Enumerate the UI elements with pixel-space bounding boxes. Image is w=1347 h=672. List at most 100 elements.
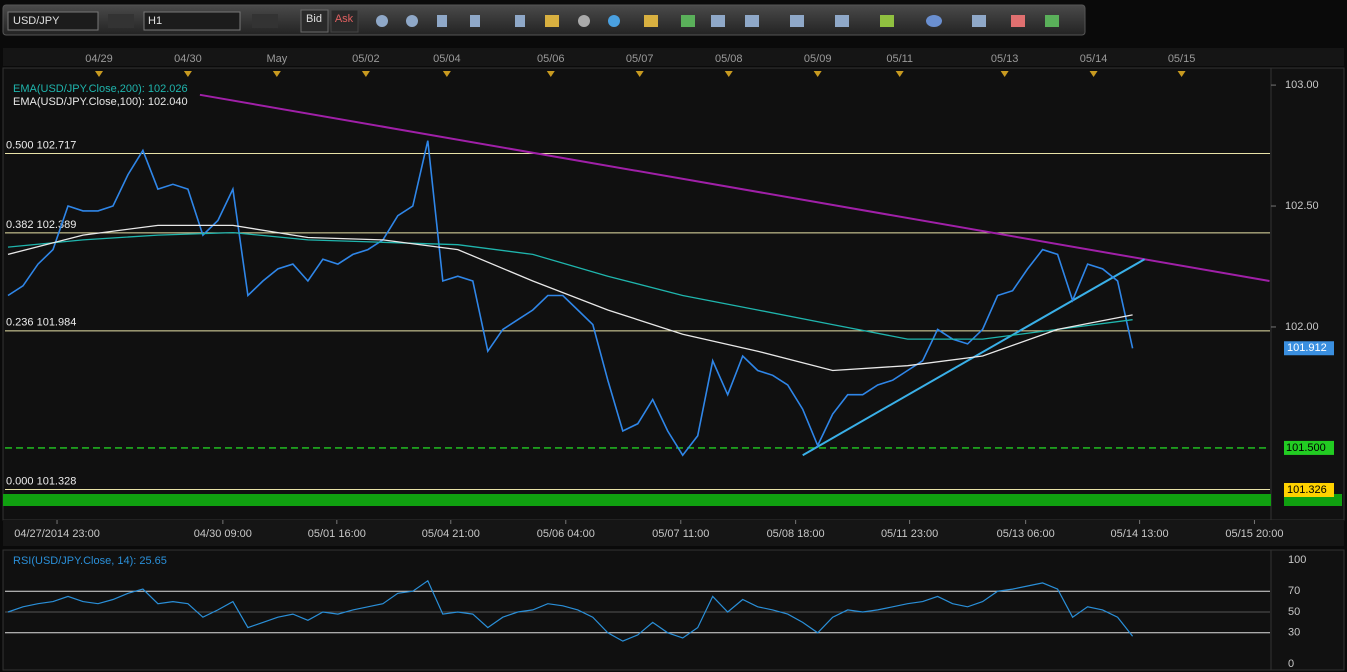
timeframe: H1 — [148, 15, 162, 27]
x-tick-label: 05/08 18:00 — [767, 528, 825, 540]
x-tick-label: 05/15 20:00 — [1225, 528, 1283, 540]
y-tick-label: 102.00 — [1285, 321, 1319, 333]
main-plot — [2, 67, 1272, 521]
date-marker — [635, 71, 644, 77]
top-date-label: 05/07 — [626, 53, 654, 65]
tool-icon[interactable] — [376, 15, 388, 27]
date-marker — [361, 71, 370, 77]
top-date-label: 04/29 — [85, 53, 113, 65]
price-tag — [1284, 341, 1334, 356]
top-date-label: 05/04 — [433, 53, 461, 65]
toolbar: USD/JPY H1 Bid Ask — [2, 4, 1086, 36]
tool-icon[interactable] — [1045, 15, 1059, 27]
x-tick-label: 05/04 21:00 — [422, 528, 480, 540]
tool-icon[interactable] — [515, 15, 525, 27]
x-tick-label: 05/11 23:00 — [881, 528, 938, 540]
time-axis — [3, 520, 1344, 546]
tool-icon[interactable] — [608, 15, 620, 27]
tool-icon[interactable] — [681, 15, 695, 27]
price-tag — [1284, 483, 1334, 498]
tool-icon[interactable] — [972, 15, 986, 27]
tool-icon[interactable] — [644, 15, 658, 27]
date-marker — [813, 71, 822, 77]
top-date-axis — [3, 48, 1344, 66]
top-date-label: 05/08 — [715, 53, 743, 65]
rsi-tick-label: 0 — [1288, 658, 1294, 670]
top-date-label: 05/06 — [537, 53, 565, 65]
date-marker — [1089, 71, 1098, 77]
date-marker — [272, 71, 281, 77]
price-tag-label: 101.326 — [1287, 484, 1327, 496]
date-marker — [183, 71, 192, 77]
top-date-label: 05/15 — [1168, 53, 1196, 65]
legend-entry: EMA(USD/JPY.Close,200): 102.026 — [13, 83, 188, 95]
ema-line — [7, 231, 1133, 340]
date-marker — [1000, 71, 1009, 77]
bid-button[interactable] — [300, 9, 329, 33]
date-marker — [546, 71, 555, 77]
tool-icon[interactable] — [880, 15, 894, 27]
x-tick-label: 05/14 13:00 — [1111, 528, 1169, 540]
tool-icon[interactable] — [406, 15, 418, 27]
support-tag — [1284, 440, 1334, 455]
trendline — [199, 93, 1270, 282]
tool-icon[interactable] — [926, 15, 942, 27]
fib-label: 0.000 101.328 — [6, 475, 76, 487]
y-tick-label: 103.00 — [1285, 79, 1319, 91]
fib-label: 0.382 102.389 — [6, 219, 76, 231]
x-tick-label: 04/27/2014 23:00 — [14, 528, 100, 540]
tool-icon[interactable] — [711, 15, 725, 27]
top-date-label: 05/09 — [804, 53, 832, 65]
price-tag-label: 101.912 — [1287, 342, 1327, 354]
tool-icons — [376, 15, 1059, 27]
top-date-label: 05/02 — [352, 53, 380, 65]
tool-icon[interactable] — [835, 15, 849, 27]
tool-icon[interactable] — [578, 15, 590, 27]
timeframe-select[interactable] — [143, 11, 241, 31]
rsi-tick-label: 100 — [1288, 554, 1306, 566]
rsi-tick-label: 30 — [1288, 627, 1300, 639]
fib-label: 0.236 101.984 — [6, 317, 76, 329]
tool-icon[interactable] — [252, 14, 278, 28]
top-date-label: May — [266, 53, 287, 65]
ask-button[interactable] — [330, 9, 359, 33]
date-marker — [1177, 71, 1186, 77]
rsi-plot — [2, 549, 1272, 671]
bid-label: Bid — [306, 13, 322, 25]
green-zone — [3, 494, 1271, 506]
date-marker — [724, 71, 733, 77]
rsi-title: RSI(USD/JPY.Close, 14): 25.65 — [13, 555, 167, 567]
tool-icon[interactable] — [545, 15, 559, 27]
ema-line — [7, 224, 1133, 372]
rsi-tick-label: 70 — [1288, 585, 1300, 597]
symbol-select[interactable] — [7, 11, 99, 31]
top-date-label: 05/14 — [1080, 53, 1108, 65]
ask-label: Ask — [335, 13, 354, 25]
top-date-label: 05/13 — [991, 53, 1019, 65]
rsi-tick-label: 50 — [1288, 606, 1300, 618]
top-date-label: 04/30 — [174, 53, 202, 65]
rsi-line — [7, 579, 1134, 642]
top-date-label: 05/11 — [886, 53, 913, 65]
date-marker — [95, 71, 104, 77]
date-marker — [442, 71, 451, 77]
fib-label: 0.500 102.717 — [6, 139, 76, 151]
support-label: 101.500 — [1286, 442, 1326, 454]
date-marker — [895, 71, 904, 77]
tool-icon[interactable] — [470, 15, 480, 27]
tool-icon[interactable] — [1011, 15, 1025, 27]
tool-icon[interactable] — [108, 14, 134, 28]
x-tick-label: 05/13 06:00 — [997, 528, 1055, 540]
tool-icon[interactable] — [790, 15, 804, 27]
price-line — [7, 140, 1134, 457]
x-tick-label: 05/07 11:00 — [652, 528, 709, 540]
tool-icon[interactable] — [745, 15, 759, 27]
x-tick-label: 05/01 16:00 — [308, 528, 366, 540]
symbol: USD/JPY — [13, 15, 60, 27]
legend-entry: EMA(USD/JPY.Close,100): 102.040 — [13, 96, 188, 108]
tool-icon[interactable] — [437, 15, 447, 27]
y-tick-label: 102.50 — [1285, 200, 1319, 212]
rsi-axis — [1270, 549, 1345, 671]
x-tick-label: 04/30 09:00 — [194, 528, 252, 540]
